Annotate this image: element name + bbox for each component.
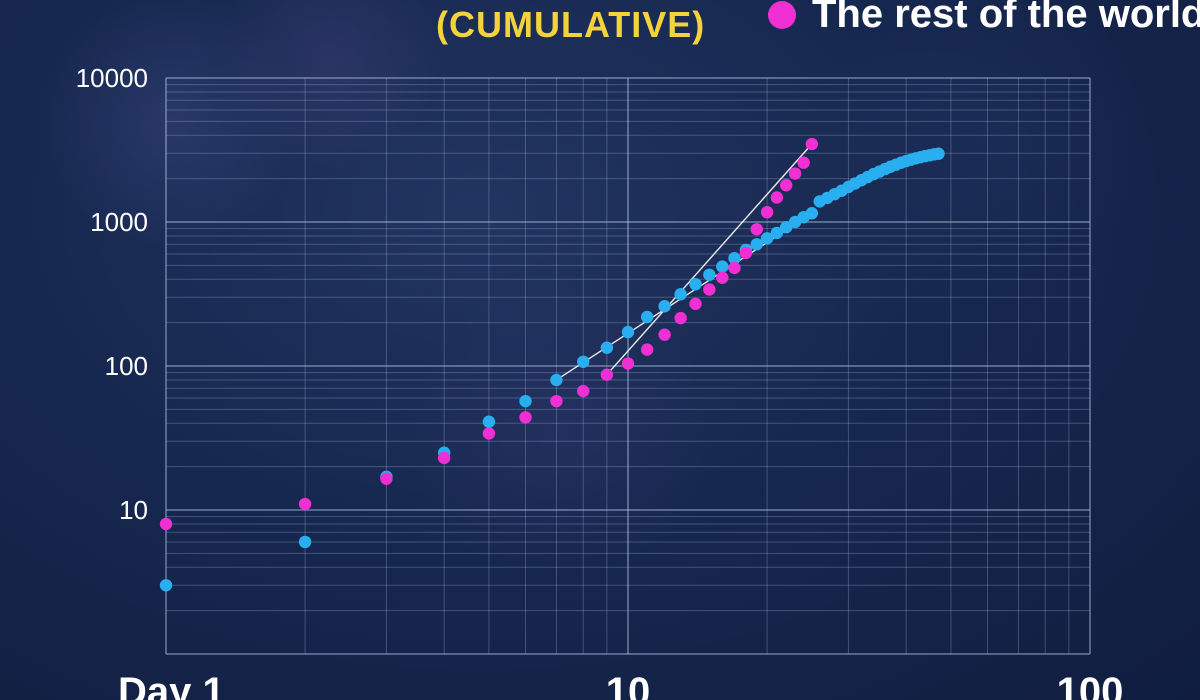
data-point-series-0: [770, 226, 784, 240]
data-point-series-1: [600, 368, 614, 381]
data-point-series-0: [689, 277, 702, 291]
x-tick-label: Day 1: [118, 670, 225, 700]
data-point-series-0: [932, 147, 945, 160]
y-tick-label: 100: [105, 351, 148, 381]
data-point-series-1: [689, 297, 702, 311]
data-point-series-1: [770, 191, 784, 204]
data-point-series-1: [658, 328, 671, 341]
data-point-series-0: [298, 535, 312, 549]
data-point-series-1: [640, 343, 654, 356]
data-point-series-0: [519, 394, 532, 408]
data-point-series-0: [577, 355, 590, 368]
data-point-series-1: [779, 179, 793, 192]
data-point-series-0: [658, 300, 671, 313]
data-point-series-0: [550, 373, 563, 387]
y-tick-label: 10: [119, 495, 148, 525]
data-point-series-1: [621, 357, 635, 370]
data-point-series-0: [482, 415, 496, 428]
trend-line-series-1: [606, 143, 813, 376]
data-point-series-1: [159, 517, 173, 531]
data-point-series-1: [550, 394, 563, 408]
data-point-series-1: [739, 246, 753, 260]
data-point-series-1: [380, 472, 393, 485]
data-point-series-1: [760, 205, 774, 219]
data-point-series-0: [621, 325, 635, 339]
data-point-series-1: [750, 223, 763, 236]
legend-marker-rest-of-world: [768, 0, 796, 29]
data-point-series-0: [159, 579, 173, 592]
data-point-series-1: [577, 384, 590, 398]
data-point-series-1: [728, 261, 741, 275]
y-tick-label: 1000: [90, 207, 148, 237]
trend-lines: [556, 143, 813, 381]
data-point-series-1: [805, 137, 819, 151]
x-tick-label: 10: [606, 670, 651, 700]
data-point-series-1: [797, 156, 810, 169]
data-point-series-0: [750, 238, 763, 251]
data-point-series-0: [674, 288, 687, 301]
data-point-series-1: [298, 497, 312, 511]
data-point-series-0: [760, 232, 774, 245]
data-point-series-1: [788, 167, 802, 180]
data-point-series-1: [482, 427, 496, 440]
data-point-series-0: [805, 207, 819, 220]
chart-title: (CUMULATIVE): [436, 4, 706, 45]
data-point-series-1: [716, 271, 729, 284]
axis-tick-labels: 10 100 1000 10000 Day 1 10 100: [76, 63, 1124, 700]
data-point-series-0: [600, 341, 614, 354]
data-point-series-0: [716, 260, 729, 273]
data-point-series-1: [703, 283, 716, 296]
data-points: [159, 137, 945, 592]
data-point-series-0: [728, 252, 741, 265]
data-point-series-0: [640, 310, 654, 324]
data-point-series-1: [437, 451, 451, 465]
x-tick-label: 100: [1057, 670, 1124, 700]
data-point-series-1: [519, 411, 532, 424]
y-tick-label: 10000: [76, 63, 148, 93]
data-point-series-0: [703, 268, 716, 281]
data-point-series-1: [674, 311, 687, 325]
grid: [165, 77, 1091, 655]
legend-label-rest-of-world: The rest of the world: [812, 0, 1200, 36]
legend: The rest of the world: [768, 0, 1200, 37]
